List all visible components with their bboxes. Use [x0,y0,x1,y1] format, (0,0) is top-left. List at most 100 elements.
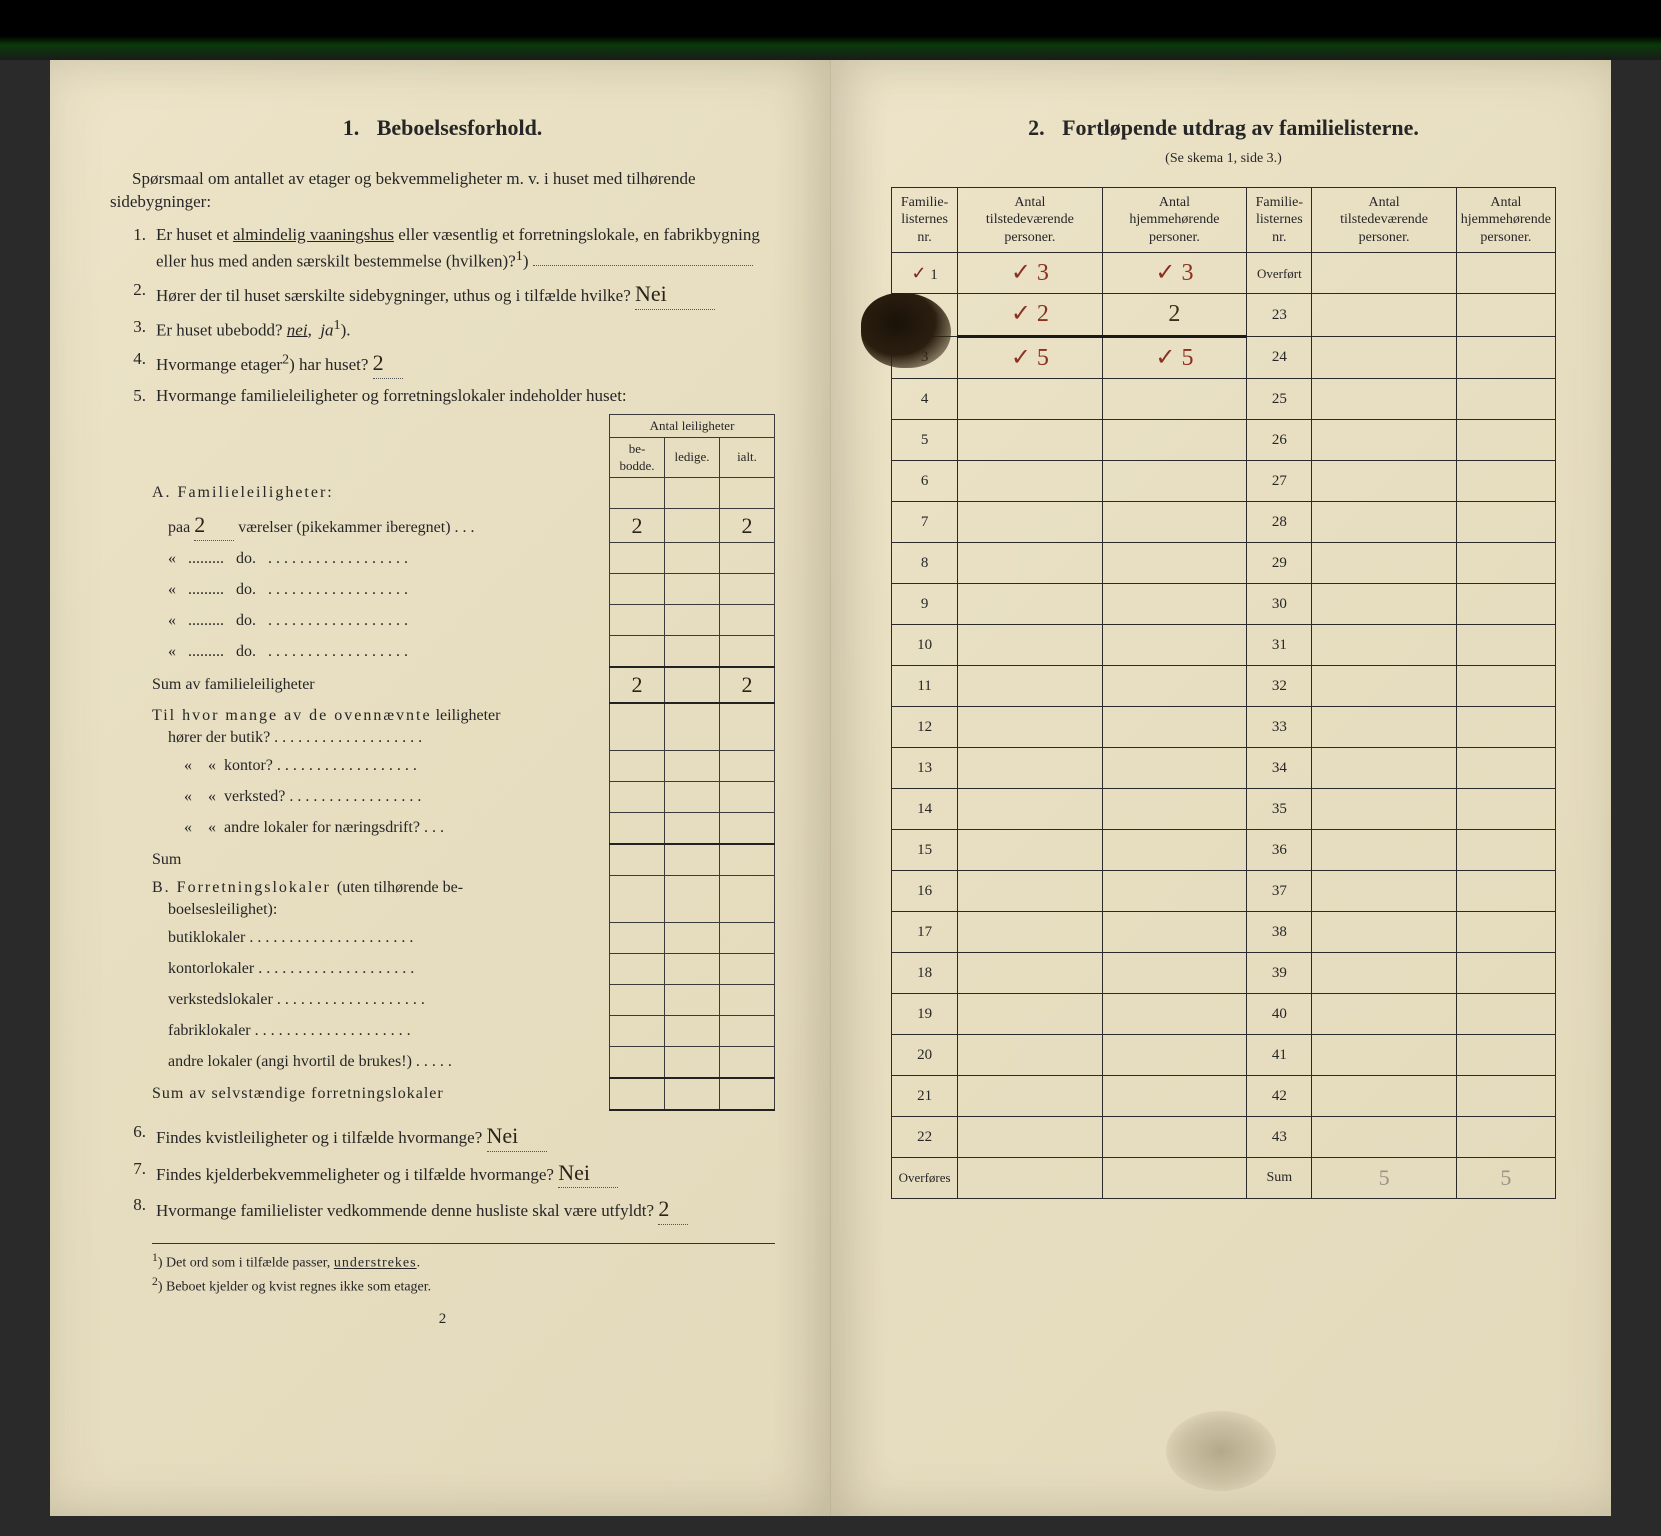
table-row: 1637 [892,871,1556,912]
right-subnote: (Se skema 1, side 3.) [891,150,1556,169]
q8-text: Hvormange familielister vedkommende denn… [156,1201,654,1220]
family-nr-left: ✓ 1 [892,253,958,294]
th-c5: Antaltilstedeværendepersoner. [1312,187,1456,253]
table-row: Sum [152,844,775,876]
footnotes: 1) Det ord som i tilfælde passer, unders… [152,1243,775,1297]
family-nr-right: 37 [1247,871,1312,912]
sum-b: 5 [1456,1158,1555,1199]
family-home-left: ✓ 3 [1102,253,1247,294]
family-nr-left: 13 [892,748,958,789]
question-2: 2. Hører der til huset særskilte sidebyg… [110,279,775,310]
question-4: 4. Hvormange etager2) har huset? 2 [110,348,775,379]
question-list-2: 6. Findes kvistleiligheter og i tilfælde… [110,1121,775,1225]
family-home-right [1456,420,1555,461]
table-row: « « kontor? . . . . . . . . . . . . . . … [152,750,775,781]
th-c4: Familie-listernesnr. [1247,187,1312,253]
family-home-right [1456,912,1555,953]
table-row: 1536 [892,830,1556,871]
th-c1: Familie-listernesnr. [892,187,958,253]
family-nr-left: 4 [892,379,958,420]
b-r1: butiklokaler . . . . . . . . . . . . . .… [152,922,610,953]
family-home-right [1456,253,1555,294]
family-home-right [1456,748,1555,789]
family-list-table: Familie-listernesnr. Antaltilstedeværend… [891,187,1556,1200]
a-do-row: « ......... do. . . . . . . . . . . . . … [152,543,610,574]
table-row: andre lokaler (angi hvortil de brukes!) … [152,1046,775,1078]
family-nr-left: 15 [892,830,958,871]
a-do-row: « ......... do. . . . . . . . . . . . . … [152,605,610,636]
a-row1-v1: 2 [610,508,665,543]
family-nr-left: 22 [892,1117,958,1158]
family-home-right [1456,994,1555,1035]
family-present-right [1312,625,1456,666]
family-home-left [1102,543,1247,584]
family-nr-right: 24 [1247,336,1312,378]
table-row: 1334 [892,748,1556,789]
q2-answer-line: Nei [635,279,715,310]
family-home-left [1102,1117,1247,1158]
table-row: « « andre lokaler for næringsdrift? . . … [152,812,775,844]
bottom-stain [1166,1411,1276,1491]
family-present-right [1312,336,1456,378]
family-nr-left: 9 [892,584,958,625]
table-row: Sum av familieleiligheter 2 2 [152,667,775,703]
footnote-2: 2) Beboet kjelder og kvist regnes ikke s… [152,1274,775,1298]
b-r5: andre lokaler (angi hvortil de brukes!) … [152,1046,610,1078]
fn1-dot: . [417,1256,421,1271]
family-nr-right: 40 [1247,994,1312,1035]
q3-ja: ja [320,320,333,339]
table-row: 526 [892,420,1556,461]
q1-num: 1. [110,224,156,274]
family-present-left [958,666,1102,707]
family-present-left [958,707,1102,748]
overfores-b [1102,1158,1247,1199]
q3-num: 3. [110,316,156,343]
fn2-sup: 2 [152,1275,158,1288]
a-row1-label: paa 2 værelser (pikekammer iberegnet) . … [152,508,610,543]
family-present-left [958,1035,1102,1076]
a-sum-v1: 2 [610,667,665,703]
family-home-left [1102,994,1247,1035]
th-ledige: ledige. [665,437,720,477]
family-present-left: ✓ 2 [958,294,1102,336]
family-nr-left: 12 [892,707,958,748]
table-row: « ......... do. . . . . . . . . . . . . … [152,605,775,636]
q5-num: 5. [110,385,156,408]
table-row: 2041 [892,1035,1556,1076]
family-present-left [958,953,1102,994]
q6-text: Findes kvistleiligheter og i tilfælde hv… [156,1128,482,1147]
question-7: 7. Findes kjelderbekvemmeligheter og i t… [110,1158,775,1189]
q3-sup: 1 [334,317,341,333]
a-sub3: « « verksted? . . . . . . . . . . . . . … [152,781,610,812]
table-row: Til hvor mange av de ovennævnte leilighe… [152,703,775,750]
table-row: B. Forretningslokaler (uten tilhørende b… [152,875,775,922]
family-nr-right: 42 [1247,1076,1312,1117]
family-present-right [1312,1035,1456,1076]
family-home-left [1102,461,1247,502]
b-r2: kontorlokaler . . . . . . . . . . . . . … [152,953,610,984]
q8-answer: 2 [658,1194,688,1225]
family-present-right [1312,379,1456,420]
table-row: ✓ 2✓ 2223 [892,294,1556,336]
family-home-right [1456,1035,1555,1076]
family-home-left [1102,748,1247,789]
scanner-black-bar [0,0,1661,60]
family-nr-left: 18 [892,953,958,994]
q2-answer: Nei [635,281,667,306]
family-home-left [1102,502,1247,543]
family-home-right [1456,830,1555,871]
family-present-left [958,625,1102,666]
q6-answer: Nei [487,1121,547,1152]
table-row: 728 [892,502,1556,543]
q1-sup: 1 [516,248,523,264]
family-nr-right: 31 [1247,625,1312,666]
a-sum-label: Sum av familieleiligheter [152,667,610,703]
family-nr-right: 35 [1247,789,1312,830]
family-nr-left: 6 [892,461,958,502]
q2-num: 2. [110,279,156,310]
family-home-right [1456,707,1555,748]
family-present-right [1312,707,1456,748]
family-present-right [1312,953,1456,994]
question-1: 1. Er huset et almindelig vaaningshus el… [110,224,775,274]
table-row: A. Familieleiligheter: [152,477,775,508]
